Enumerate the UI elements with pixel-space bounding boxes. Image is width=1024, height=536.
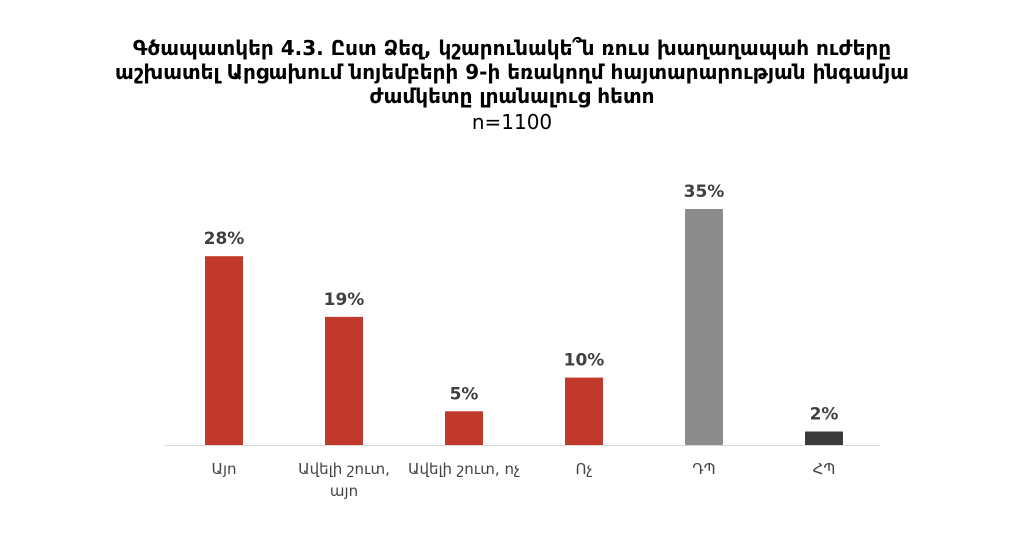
data-label-4: 35% xyxy=(684,182,725,202)
chart-title-line-1: Գծապատկեր 4.3. Ըստ Ձեզ, կշարունակե՞ն ռու… xyxy=(132,36,892,60)
category-label-0: Այո xyxy=(211,460,237,478)
category-label-2: Ավելի շուտ, ոչ xyxy=(407,460,521,478)
bar-3 xyxy=(565,377,603,445)
bar-4 xyxy=(685,209,723,445)
bar-5 xyxy=(805,431,843,445)
chart-title-line-3: ժամկետը լրանալուց հետո xyxy=(369,84,655,108)
bar-2 xyxy=(445,411,483,445)
bar-0 xyxy=(205,256,243,445)
category-label-1: Ավելի շուտ, այո xyxy=(298,460,390,500)
data-label-5: 2% xyxy=(810,405,839,425)
bar-1 xyxy=(325,316,363,445)
data-label-2: 5% xyxy=(450,384,479,404)
category-label-5: ՀՊ xyxy=(812,460,836,478)
category-label-3: Ոչ xyxy=(575,460,593,478)
chart-title-line-2: աշխատել Արցախում նոյեմբերի 9-ի եռակողմ հ… xyxy=(115,60,909,84)
data-label-1: 19% xyxy=(324,290,365,310)
data-label-3: 10% xyxy=(564,351,605,371)
category-label-4: ԴՊ xyxy=(692,460,716,478)
data-label-0: 28% xyxy=(204,229,245,249)
chart-title: Գծապատկեր 4.3. Ըստ Ձեզ, կշարունակե՞ն ռու… xyxy=(0,36,1024,108)
chart-subtitle: n=1100 xyxy=(471,110,553,134)
